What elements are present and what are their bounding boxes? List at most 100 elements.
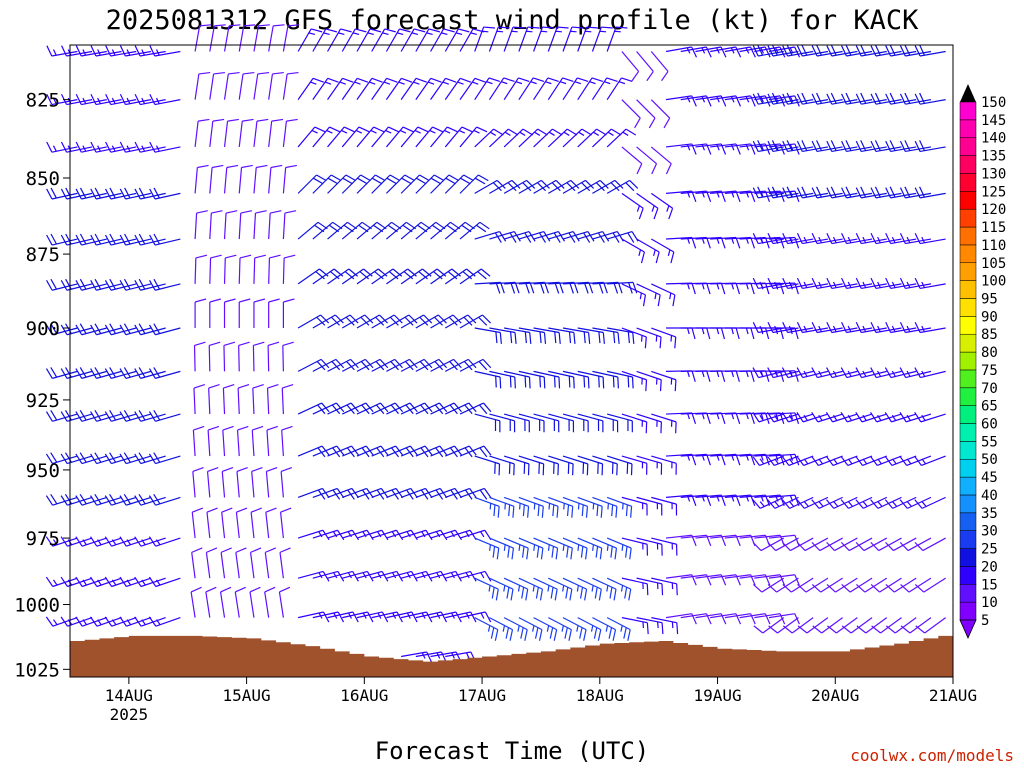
wind-barb: [577, 370, 605, 389]
wind-barb: [474, 281, 505, 294]
wind-barb: [518, 231, 551, 243]
terrain-layer: [70, 633, 953, 677]
wind-barb: [268, 24, 285, 52]
wind-barb: [504, 281, 535, 294]
wind-barb: [577, 617, 602, 641]
wind-barb: [533, 327, 561, 344]
wind-barb: [840, 455, 873, 467]
wind-barb: [914, 92, 946, 105]
wind-barb: [651, 413, 677, 434]
wind-barb: [297, 28, 323, 52]
wind-barb: [856, 617, 888, 634]
wind-barb: [621, 146, 643, 175]
wind-barb: [268, 71, 284, 100]
wind-barb: [826, 186, 858, 199]
wind-barb: [282, 71, 299, 100]
wind-barb: [148, 410, 181, 422]
wind-barb: [445, 570, 477, 582]
wind-barb: [400, 314, 433, 329]
colorbar-label: 105: [981, 256, 1006, 272]
wind-barb: [636, 370, 662, 392]
wind-barb: [592, 537, 618, 560]
wind-barb: [621, 99, 641, 129]
credit-text: coolwx.com/models: [850, 746, 1014, 765]
colorbar-label: 25: [981, 542, 998, 558]
wind-barb: [592, 455, 618, 476]
y-tick-label: 975: [26, 528, 60, 550]
wind-barb: [577, 537, 603, 560]
colorbar-segment: [959, 280, 977, 299]
wind-barb: [752, 277, 784, 290]
wind-barb: [548, 281, 579, 294]
colorbar-segment: [959, 548, 977, 567]
wind-barb: [621, 413, 648, 434]
wind-barb: [592, 179, 624, 194]
wind-barb: [826, 577, 858, 593]
wind-barb: [444, 28, 470, 52]
colorbar-label: 55: [981, 434, 998, 450]
wind-barb: [253, 118, 269, 148]
colorbar-label: 80: [981, 345, 998, 361]
wind-barb: [327, 28, 352, 52]
wind-barb: [221, 507, 233, 539]
wind-barb: [297, 126, 326, 148]
wind-barb: [606, 577, 632, 601]
wind-barb: [533, 128, 563, 148]
colorbar-segment: [959, 369, 977, 389]
wind-barb: [826, 321, 858, 334]
wind-barb: [592, 496, 618, 518]
wind-barb: [782, 617, 814, 634]
colorbar-segment: [959, 244, 977, 264]
wind-barb: [489, 617, 514, 641]
wind-barb: [900, 577, 932, 593]
wind-barb: [266, 384, 279, 415]
wind-barb: [238, 71, 255, 100]
wind-barb: [237, 384, 250, 415]
wind-barb: [489, 496, 515, 518]
wind-barb: [194, 71, 211, 100]
wind-barb: [811, 44, 843, 57]
wind-barb: [781, 496, 814, 509]
wind-barb: [327, 314, 359, 329]
wind-barb: [371, 358, 403, 372]
wind-barb: [899, 277, 932, 290]
wind-barb: [474, 537, 500, 560]
colorbar-label: 110: [981, 238, 1006, 254]
wind-barb: [636, 192, 659, 220]
wind-barb: [190, 586, 202, 618]
wind-barb: [518, 617, 543, 641]
colorbar-segment: [959, 387, 977, 406]
wind-barb: [782, 277, 814, 290]
wind-barb: [825, 496, 858, 509]
wind-barb: [238, 254, 252, 284]
wind-barb: [371, 268, 403, 285]
wind-barb: [148, 536, 181, 547]
wind-barb: [191, 547, 203, 579]
wind-barb: [356, 268, 388, 285]
wind-barb: [782, 577, 814, 593]
wind-barb: [753, 617, 785, 634]
wind-barb: [914, 577, 946, 593]
wind-barb: [223, 210, 238, 240]
colorbar-label: 100: [981, 274, 1006, 290]
wind-barb: [430, 77, 457, 100]
wind-barb: [194, 298, 207, 329]
wind-barb: [400, 402, 433, 415]
wind-barb: [548, 537, 573, 560]
wind-barb: [562, 617, 587, 641]
wind-barb: [134, 94, 166, 106]
wind-barb: [474, 577, 499, 601]
wind-barb: [385, 28, 411, 52]
wind-barb: [562, 26, 584, 52]
wind-barb: [75, 94, 107, 106]
colorbar-label: 15: [981, 577, 998, 593]
wind-barb: [650, 192, 674, 220]
wind-barb: [445, 402, 477, 415]
wind-barb: [193, 384, 205, 415]
wind-barb: [415, 77, 442, 100]
wind-barb: [885, 277, 917, 290]
wind-barb: [341, 126, 370, 148]
wind-barb: [459, 487, 492, 500]
colorbar-label: 30: [981, 524, 998, 540]
